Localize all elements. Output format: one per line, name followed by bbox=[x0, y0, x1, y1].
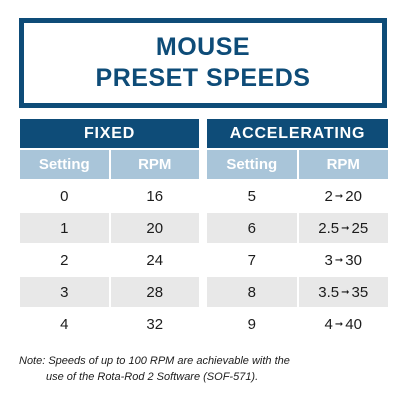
accelerating-setting-header: Setting bbox=[226, 156, 278, 173]
table-row: 8 3.5 ➞ 35 bbox=[207, 277, 388, 307]
rpm-from: 2.5 bbox=[318, 219, 340, 237]
accelerating-header: ACCELERATING bbox=[207, 119, 388, 148]
right-arrow-icon: ➞ bbox=[341, 222, 350, 234]
rpm-range-cell: 2.5 ➞ 25 bbox=[296, 213, 389, 243]
fixed-rows: 0 16 1 20 2 24 3 28 4 32 bbox=[20, 181, 199, 339]
setting-cell: 7 bbox=[247, 251, 256, 269]
rpm-cell: 32 bbox=[108, 309, 200, 339]
right-arrow-icon: ➞ bbox=[334, 190, 344, 202]
setting-cell: 1 bbox=[60, 219, 69, 237]
rpm-cell: 24 bbox=[108, 245, 200, 275]
rpm-range-cell: 3 ➞ 30 bbox=[296, 245, 389, 275]
title-line-2: PRESET SPEEDS bbox=[95, 64, 311, 92]
rpm-cell: 20 bbox=[108, 213, 200, 243]
table-row: 1 20 bbox=[20, 213, 199, 243]
rpm-to: 20 bbox=[345, 187, 362, 205]
table-row: 5 2 ➞ 20 bbox=[207, 181, 388, 211]
table-row: 6 2.5 ➞ 25 bbox=[207, 213, 388, 243]
right-arrow-icon: ➞ bbox=[341, 286, 350, 298]
footnote-line-1: Note: Speeds of up to 100 RPM are achiev… bbox=[19, 355, 290, 367]
fixed-table: FIXED Setting RPM 0 16 1 20 2 24 3 28 4 … bbox=[20, 119, 199, 339]
rpm-to: 40 bbox=[345, 315, 362, 333]
setting-cell: 8 bbox=[247, 283, 256, 301]
rpm-range-cell: 2 ➞ 20 bbox=[296, 181, 389, 211]
fixed-header: FIXED bbox=[20, 119, 199, 148]
rpm-to: 35 bbox=[351, 283, 369, 301]
accelerating-column-header: Setting RPM bbox=[207, 150, 388, 179]
setting-cell: 6 bbox=[247, 219, 256, 237]
setting-cell: 3 bbox=[60, 283, 69, 301]
fixed-column-header: Setting RPM bbox=[20, 150, 199, 179]
right-arrow-icon: ➞ bbox=[334, 318, 344, 330]
rpm-cell: 16 bbox=[108, 181, 200, 211]
setting-cell: 5 bbox=[247, 187, 256, 205]
rpm-from: 2 bbox=[324, 187, 333, 205]
rpm-from: 3.5 bbox=[318, 283, 340, 301]
table-row: 2 24 bbox=[20, 245, 199, 275]
rpm-range-cell: 4 ➞ 40 bbox=[296, 309, 389, 339]
rpm-to: 30 bbox=[345, 251, 362, 269]
rpm-from: 4 bbox=[324, 315, 333, 333]
table-row: 9 4 ➞ 40 bbox=[207, 309, 388, 339]
table-row: 3 28 bbox=[20, 277, 199, 307]
title-box: MOUSE PRESET SPEEDS bbox=[19, 18, 387, 108]
accelerating-rows: 5 2 ➞ 20 6 2.5 ➞ 25 7 3 ➞ 30 8 3.5 ➞ 35 9 bbox=[207, 181, 388, 339]
table-row: 7 3 ➞ 30 bbox=[207, 245, 388, 275]
setting-cell: 0 bbox=[60, 187, 69, 205]
rpm-cell: 28 bbox=[108, 277, 200, 307]
right-arrow-icon: ➞ bbox=[334, 254, 344, 266]
rpm-to: 25 bbox=[351, 219, 369, 237]
rpm-from: 3 bbox=[324, 251, 333, 269]
setting-cell: 2 bbox=[60, 251, 69, 269]
fixed-rpm-header: RPM bbox=[108, 150, 200, 179]
setting-cell: 9 bbox=[247, 315, 256, 333]
table-row: 0 16 bbox=[20, 181, 199, 211]
footnote: Note: Speeds of up to 100 RPM are achiev… bbox=[19, 353, 391, 385]
footnote-line-2: use of the Rota-Rod 2 Software (SOF-571)… bbox=[46, 371, 259, 383]
title-line-1: MOUSE bbox=[155, 33, 251, 61]
accelerating-table: ACCELERATING Setting RPM 5 2 ➞ 20 6 2.5 ➞ 25… bbox=[207, 119, 388, 339]
rpm-range-cell: 3.5 ➞ 35 bbox=[296, 277, 389, 307]
setting-cell: 4 bbox=[60, 315, 69, 333]
accelerating-rpm-header: RPM bbox=[296, 150, 389, 179]
fixed-setting-header: Setting bbox=[38, 156, 90, 173]
table-row: 4 32 bbox=[20, 309, 199, 339]
